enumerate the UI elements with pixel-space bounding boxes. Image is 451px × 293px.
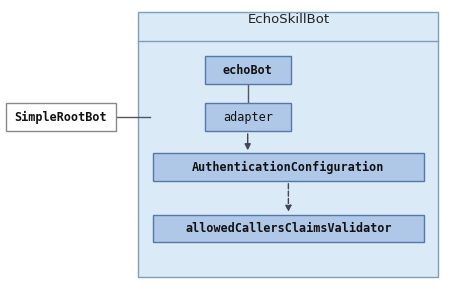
Bar [152, 153, 423, 181]
Bar [204, 56, 290, 84]
Bar [138, 12, 437, 277]
Bar [6, 103, 116, 131]
Text: SimpleRootBot: SimpleRootBot [15, 111, 107, 124]
Text: EchoSkillBot: EchoSkillBot [247, 13, 329, 25]
Text: adapter: adapter [222, 111, 272, 124]
Text: allowedCallersClaimsValidator: allowedCallersClaimsValidator [184, 222, 391, 235]
Text: echoBot: echoBot [222, 64, 272, 77]
Bar [152, 214, 423, 243]
Bar [204, 103, 290, 131]
Text: AuthenticationConfiguration: AuthenticationConfiguration [192, 161, 384, 173]
